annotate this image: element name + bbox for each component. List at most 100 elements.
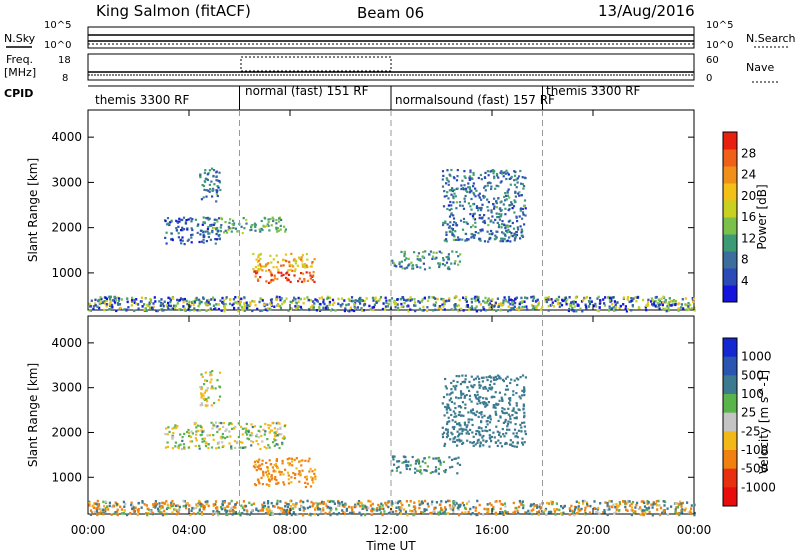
echo-cell: [249, 434, 252, 437]
echo-cell: [648, 510, 651, 514]
echo-cell: [280, 271, 283, 274]
echo-cell: [211, 229, 214, 232]
echo-cell: [660, 297, 663, 300]
echo-cell: [490, 396, 493, 399]
echo-cell: [133, 309, 136, 313]
echo-cell: [490, 376, 493, 379]
echo-cell: [523, 386, 526, 389]
echo-cell: [622, 500, 625, 503]
echo-cell: [461, 204, 464, 207]
echo-cell: [444, 471, 447, 474]
echo-cell: [398, 508, 401, 511]
echo-cell: [252, 267, 255, 271]
echo-cell: [328, 300, 331, 304]
echo-cell: [468, 308, 471, 311]
echo-cell: [198, 499, 201, 503]
echo-cell: [610, 299, 613, 302]
echo-cell: [518, 499, 521, 503]
echo-cell: [508, 230, 511, 233]
echo-cell: [211, 167, 214, 170]
echo-cell: [328, 303, 331, 306]
echo-cell: [512, 205, 516, 208]
echo-cell: [514, 234, 517, 237]
echo-cell: [160, 298, 163, 301]
echo-cell: [223, 309, 226, 313]
echo-cell: [494, 375, 497, 378]
echo-cell: [281, 302, 284, 306]
echo-cell: [412, 510, 416, 513]
echo-cell: [572, 302, 575, 306]
echo-cell: [324, 512, 327, 515]
echo-cell: [301, 254, 304, 257]
echo-cell: [243, 446, 246, 449]
echo-cell: [639, 506, 642, 509]
echo-cell: [433, 507, 436, 511]
echo-cell: [181, 236, 184, 239]
echo-cell: [284, 501, 287, 505]
echo-cell: [479, 442, 482, 445]
echo-cell: [245, 306, 248, 310]
echo-cell: [180, 242, 183, 245]
echo-cell: [499, 171, 502, 174]
echo-cell: [144, 297, 147, 300]
echo-cell: [256, 465, 259, 468]
echo-cell: [143, 308, 146, 311]
echo-cell: [499, 511, 502, 514]
echo-cell: [254, 463, 257, 466]
echo-cell: [276, 434, 279, 437]
echo-cell: [589, 504, 592, 508]
echo-cell: [461, 428, 464, 431]
echo-cell: [681, 501, 684, 505]
echo-cell: [447, 266, 450, 269]
echo-cell: [276, 502, 279, 505]
echo-cell: [88, 504, 91, 507]
echo-cell: [537, 513, 540, 516]
echo-cell: [499, 442, 502, 445]
echo-cell: [624, 307, 627, 311]
echo-cell: [423, 296, 426, 300]
echo-cell: [233, 222, 236, 225]
echo-cell: [174, 306, 177, 310]
echo-cell: [400, 302, 403, 306]
echo-cell: [584, 305, 588, 308]
noise-panel: 10^5 10^0 10^5 10^0 N.Sky N.Search: [4, 20, 796, 51]
echo-cell: [509, 204, 512, 207]
echo-cell: [450, 212, 453, 215]
echo-cell: [220, 422, 223, 425]
echo-cell: [403, 253, 406, 256]
echo-cell: [285, 508, 288, 512]
echo-cell: [531, 307, 534, 311]
echo-cell: [309, 505, 312, 509]
colorbar-swatch: [723, 166, 737, 184]
echo-cell: [551, 502, 554, 506]
echo-cell: [477, 415, 480, 418]
echo-cell: [521, 500, 524, 503]
echo-cell: [249, 301, 252, 304]
echo-cell: [577, 304, 580, 307]
echo-cell: [480, 209, 483, 212]
echo-cell: [288, 464, 291, 467]
echo-cell: [190, 227, 193, 230]
echo-cell: [283, 425, 286, 428]
echo-cell: [216, 220, 219, 223]
echo-cell: [186, 302, 189, 306]
echo-cell: [631, 304, 634, 307]
echo-cell: [163, 509, 166, 513]
echo-cell: [230, 230, 233, 233]
echo-cell: [577, 505, 580, 508]
echo-cell: [325, 297, 329, 300]
echo-cell: [519, 209, 522, 212]
echo-cell: [204, 169, 207, 172]
echo-cell: [515, 186, 518, 189]
echo-cell: [214, 242, 217, 245]
echo-cell: [482, 308, 485, 311]
echo-cell: [326, 304, 329, 308]
echo-cell: [505, 177, 508, 181]
echo-cell: [634, 510, 637, 513]
echo-cell: [506, 428, 509, 431]
echo-cell: [257, 478, 260, 481]
echo-cell: [676, 302, 680, 306]
echo-cell: [239, 440, 242, 444]
echo-cell: [497, 176, 500, 179]
echo-cell: [664, 299, 667, 302]
